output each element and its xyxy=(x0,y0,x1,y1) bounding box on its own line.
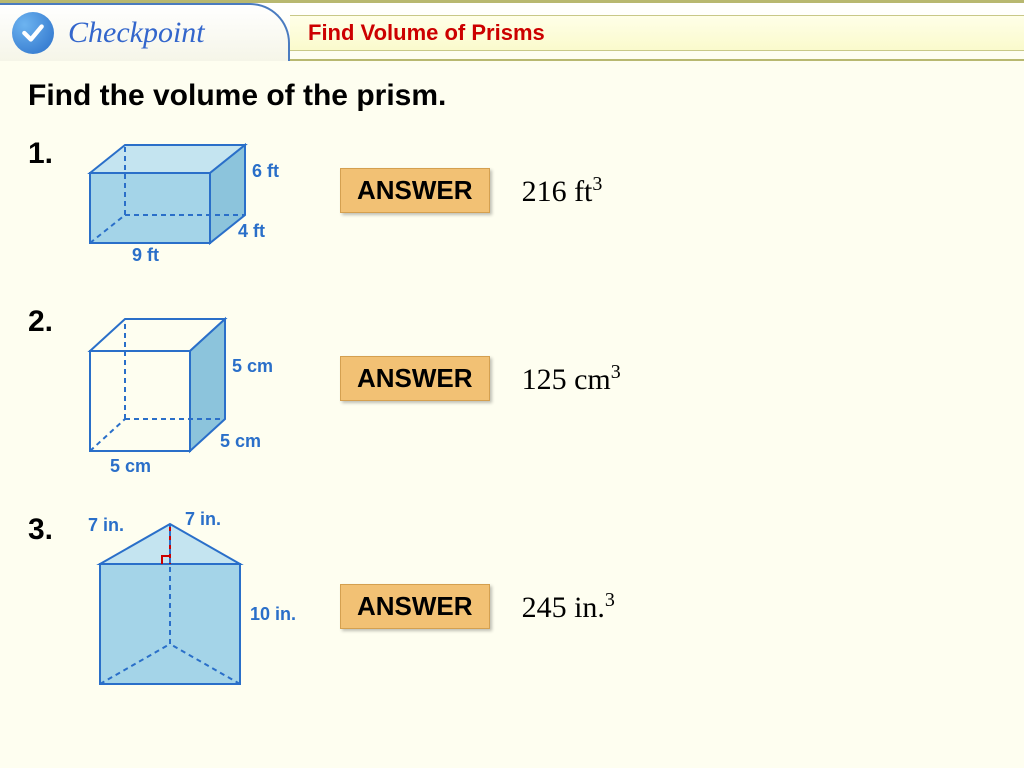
dim-width: 4 ft xyxy=(238,221,265,242)
prism-figure: 6 ft 4 ft 9 ft xyxy=(70,133,340,283)
problem-number: 3. xyxy=(28,509,70,547)
problem-row: 2. 5 cm 5 cm 5 cm ANSWER 125 cm3 xyxy=(28,301,996,491)
answer-button[interactable]: ANSWER xyxy=(340,168,490,213)
header: Find Volume of Prisms Checkpoint xyxy=(0,3,1024,61)
problem-number: 2. xyxy=(28,301,70,339)
subtitle-band: Find Volume of Prisms xyxy=(290,15,1024,51)
dim-length: 9 ft xyxy=(132,245,159,266)
dim-width: 5 cm xyxy=(220,431,261,452)
answer-button[interactable]: ANSWER xyxy=(340,584,490,629)
problem-row: 1. 6 ft 4 ft 9 ft ANSWER 216 ft3 xyxy=(28,133,996,283)
dim-base: 7 in. xyxy=(185,509,221,530)
dim-side: 7 in. xyxy=(88,515,124,536)
answer-value: 245 in.3 xyxy=(522,589,615,625)
answer-button[interactable]: ANSWER xyxy=(340,356,490,401)
checkmark-icon xyxy=(12,12,54,54)
checkpoint-tab: Checkpoint xyxy=(0,3,290,61)
subtitle: Find Volume of Prisms xyxy=(308,20,545,46)
prism-figure: 7 in. 7 in. 10 in. xyxy=(70,509,340,709)
problem-row: 3. 7 in. 7 in. 10 in. ANSWER 245 in.3 xyxy=(28,509,996,709)
answer-value: 125 cm3 xyxy=(522,361,621,397)
instruction-text: Find the volume of the prism. xyxy=(28,79,996,113)
dim-length: 5 cm xyxy=(110,456,151,477)
answer-value: 216 ft3 xyxy=(522,173,603,209)
checkpoint-label: Checkpoint xyxy=(68,16,205,50)
problem-number: 1. xyxy=(28,133,70,171)
dim-depth: 10 in. xyxy=(250,604,296,625)
dim-height: 5 cm xyxy=(232,356,273,377)
dim-height: 6 ft xyxy=(252,161,279,182)
prism-figure: 5 cm 5 cm 5 cm xyxy=(70,301,340,491)
